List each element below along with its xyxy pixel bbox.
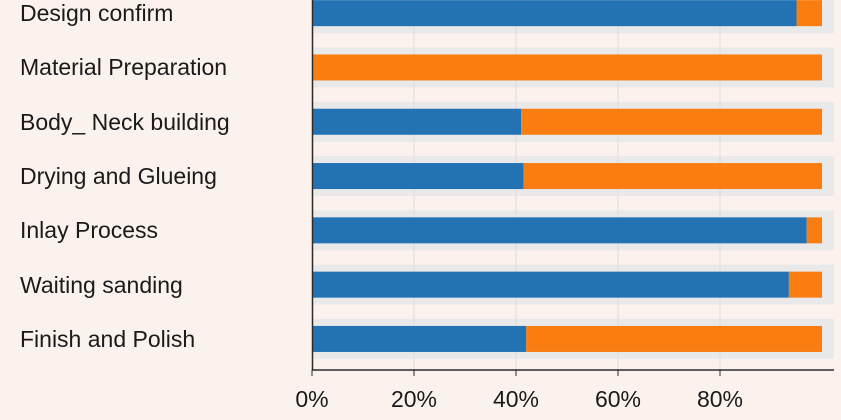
bar-segment-series-2 <box>523 163 822 190</box>
category-label: Material Preparation <box>20 54 228 81</box>
x-tick-label: 60% <box>594 386 642 412</box>
bar-segment-series-1 <box>312 271 789 298</box>
bar-segment-series-2 <box>796 0 822 27</box>
x-tick-label: 40% <box>492 386 540 412</box>
bar-segment-series-1 <box>312 163 524 190</box>
category-label: Inlay Process <box>20 217 159 244</box>
bar-segment-series-1 <box>312 325 527 352</box>
bar-segment-series-1 <box>312 217 807 244</box>
category-label: Body_ Neck building <box>20 108 230 135</box>
bar-segment-series-2 <box>526 325 822 352</box>
category-label: Design confirm <box>20 0 174 27</box>
bar-segment-series-2 <box>806 217 822 244</box>
bar-segment-series-2 <box>521 108 822 135</box>
category-label: Waiting sanding <box>20 271 183 298</box>
category-label: Finish and Polish <box>20 325 196 352</box>
x-tick-label: 0% <box>295 386 329 412</box>
category-label: Drying and Glueing <box>20 163 217 190</box>
bar-segment-series-1 <box>312 108 522 135</box>
bar-segment-series-1 <box>312 0 797 27</box>
bar-segment-series-2 <box>312 54 822 81</box>
bar-segment-series-2 <box>788 271 822 298</box>
x-tick-label: 20% <box>390 386 438 412</box>
x-tick-label: 80% <box>696 386 744 412</box>
